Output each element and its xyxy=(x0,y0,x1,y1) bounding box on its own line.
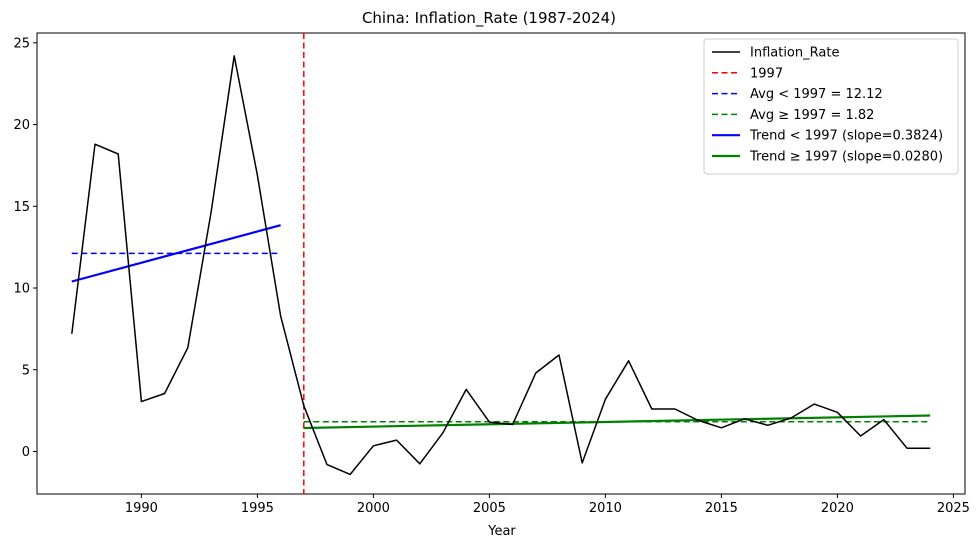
series-4-line xyxy=(71,224,281,283)
x-tick-label: 2005 xyxy=(473,501,506,516)
series-5-line xyxy=(303,414,931,430)
x-tick-label: 2015 xyxy=(705,501,738,516)
x-tick-label: 2010 xyxy=(589,501,622,516)
legend-label: Trend ≥ 1997 (slope=0.0280) xyxy=(749,150,943,165)
x-tick-label: 1990 xyxy=(125,501,158,516)
x-axis-label: Year xyxy=(487,524,516,539)
legend-label: Avg < 1997 = 12.12 xyxy=(750,87,883,102)
y-tick-label: 15 xyxy=(13,200,30,215)
x-tick-label: 2020 xyxy=(821,501,854,516)
legend-label: Avg ≥ 1997 = 1.82 xyxy=(750,108,874,123)
y-tick-label: 5 xyxy=(22,363,30,378)
legend-label: Inflation_Rate xyxy=(750,46,839,61)
series-0-line xyxy=(71,55,931,476)
plot-area xyxy=(71,33,931,494)
x-axis: 1990 1995 2000 2005 2010 2015 2020 2025 xyxy=(125,494,970,516)
legend-box xyxy=(703,38,959,175)
legend: Inflation_Rate 1997 Avg < 1997 = 12.12 Avg … xyxy=(703,38,959,175)
y-axis: 0 5 10 15 20 25 xyxy=(13,36,37,460)
plot-frame xyxy=(36,32,966,495)
y-tick-label: 20 xyxy=(13,118,30,133)
y-tick-label: 0 xyxy=(22,445,30,460)
y-tick-label: 10 xyxy=(13,282,30,297)
chart-title: China: Inflation_Rate (1987-2024) xyxy=(362,9,616,28)
legend-label: 1997 xyxy=(750,66,783,81)
y-tick-label: 25 xyxy=(13,36,30,51)
x-tick-label: 2000 xyxy=(357,501,390,516)
legend-label: Trend < 1997 (slope=0.3824) xyxy=(749,129,943,144)
x-tick-label: 2025 xyxy=(937,501,970,516)
x-tick-label: 1995 xyxy=(241,501,274,516)
